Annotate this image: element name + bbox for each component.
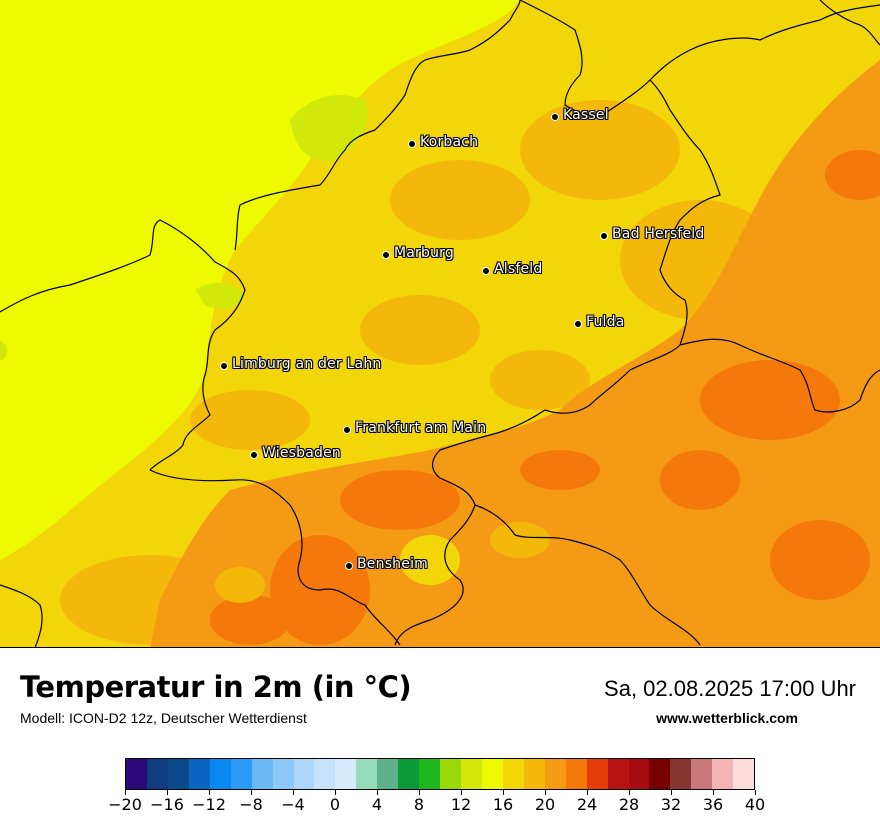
colorbar-tick — [250, 790, 252, 795]
colorbar-bin — [628, 759, 650, 789]
city-label: Fulda — [586, 314, 625, 330]
colorbar-tick-label: 12 — [450, 795, 472, 814]
colorbar-tick — [418, 790, 420, 795]
temperature-colorbar — [125, 758, 755, 790]
colorbar-tick — [586, 790, 588, 795]
colorbar-bin — [607, 759, 629, 789]
colorbar-tick — [628, 790, 630, 795]
colorbar-tick — [670, 790, 672, 795]
colorbar-bin — [209, 759, 231, 789]
city-dot — [574, 320, 582, 328]
city-label: Wiesbaden — [262, 445, 341, 461]
colorbar-tick — [544, 790, 546, 795]
colorbar-tick — [292, 790, 294, 795]
colorbar-bin — [733, 759, 755, 789]
city-label: Kassel — [563, 107, 609, 123]
city-dot — [220, 362, 228, 370]
colorbar-bin — [146, 759, 168, 789]
colorbar-ticks: −20 −16 −12 −8 −4 0 4 8 12 16 20 24 28 32 36 40 — [108, 790, 765, 820]
colorbar-tick — [502, 790, 504, 795]
colorbar-bin — [230, 759, 252, 789]
colorbar-bin — [586, 759, 608, 789]
city-dot — [345, 562, 353, 570]
city-dot — [408, 140, 416, 148]
colorbar-bin — [502, 759, 524, 789]
colorbar-bin — [419, 759, 441, 789]
colorbar-tick — [754, 790, 756, 795]
city-label: Bad Hersfeld — [612, 226, 705, 242]
colorbar-bin — [188, 759, 210, 789]
colorbar-bin — [649, 759, 671, 789]
colorbar-bin — [461, 759, 482, 789]
colorbar-tick-label: 20 — [534, 795, 556, 814]
city-dot — [343, 426, 351, 434]
colorbar-bin — [691, 759, 713, 789]
city-label: Marburg — [394, 245, 454, 261]
city-dot — [551, 113, 559, 121]
colorbar-tick — [376, 790, 378, 795]
city-label: Korbach — [420, 134, 479, 150]
colorbar-tick-label: 0 — [329, 795, 341, 814]
colorbar-bin — [167, 759, 189, 789]
colorbar-bin — [293, 759, 315, 789]
colorbar-tick-label: 28 — [618, 795, 640, 814]
colorbar-tick-label: −16 — [150, 795, 184, 814]
colorbar-tick-label: 40 — [744, 795, 766, 814]
colorbar-tick-label: 8 — [413, 795, 425, 814]
city-dot — [482, 267, 490, 275]
colorbar-tick-label: −20 — [108, 795, 142, 814]
temperature-field — [0, 0, 880, 647]
colorbar-bin — [565, 759, 587, 789]
colorbar-bin — [440, 759, 461, 789]
model-info: Modell: ICON-D2 12z, Deutscher Wetterdie… — [20, 710, 307, 726]
colorbar-bin — [712, 759, 734, 789]
colorbar-tick-label: 24 — [576, 795, 598, 814]
city-dot — [382, 251, 390, 259]
website-link[interactable]: www.wetterblick.com — [656, 710, 798, 726]
colorbar-bin — [251, 759, 273, 789]
colorbar-bin — [670, 759, 692, 789]
colorbar-tick — [460, 790, 462, 795]
colorbar-tick — [334, 790, 336, 795]
colorbar-tick-label: −8 — [239, 795, 263, 814]
colorbar-bin — [272, 759, 294, 789]
colorbar-tick — [124, 790, 126, 795]
city-dot — [600, 232, 608, 240]
colorbar-bin — [377, 759, 399, 789]
colorbar-tick-label: 4 — [371, 795, 383, 814]
temperature-map: Kassel Korbach Bad Hersfeld Marburg Alsf… — [0, 0, 880, 648]
colorbar-bin — [398, 759, 420, 789]
colorbar-bin — [356, 759, 378, 789]
city-dot — [250, 451, 258, 459]
colorbar-tick-label: 36 — [702, 795, 724, 814]
colorbar-bin — [523, 759, 545, 789]
colorbar-tick-label: 32 — [660, 795, 682, 814]
colorbar-bin — [335, 759, 357, 789]
city-label: Bensheim — [357, 556, 428, 572]
city-label: Frankfurt am Main — [355, 420, 487, 436]
forecast-datetime: Sa, 02.08.2025 17:00 Uhr — [604, 676, 856, 701]
colorbar-tick-label: −12 — [192, 795, 226, 814]
colorbar-tick — [712, 790, 714, 795]
colorbar-tick-label: 16 — [492, 795, 514, 814]
map-title: Temperatur in 2m (in °C) — [20, 670, 412, 704]
colorbar-bin — [544, 759, 566, 789]
colorbar-bin — [314, 759, 336, 789]
colorbar-tick-label: −4 — [281, 795, 305, 814]
colorbar-bin — [481, 759, 503, 789]
city-label: Limburg an der Lahn — [232, 356, 382, 372]
colorbar-tick — [208, 790, 210, 795]
colorbar-tick — [166, 790, 168, 795]
city-label: Alsfeld — [494, 261, 543, 277]
colorbar-bin — [126, 759, 147, 789]
